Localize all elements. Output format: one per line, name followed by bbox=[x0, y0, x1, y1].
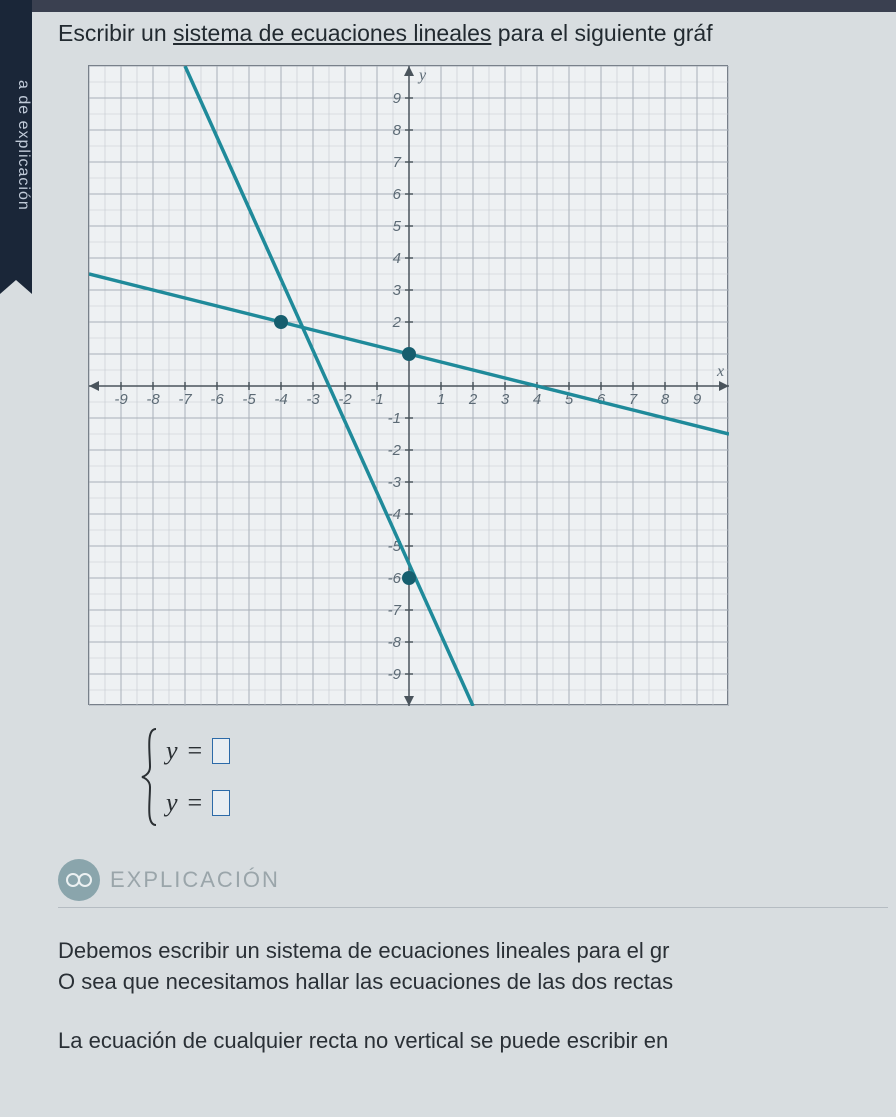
svg-text:4: 4 bbox=[533, 391, 541, 408]
svg-text:7: 7 bbox=[393, 154, 402, 171]
explanation-line-2: O sea que necesitamos hallar las ecuacio… bbox=[58, 969, 673, 994]
svg-text:-8: -8 bbox=[146, 391, 160, 408]
graph-svg: -9-8-7-6-5-4-3-2-1123456789-9-8-7-6-5-4-… bbox=[89, 66, 729, 706]
plotted-point bbox=[402, 347, 416, 361]
equation-row-1: y = bbox=[166, 736, 230, 766]
svg-text:9: 9 bbox=[693, 391, 702, 408]
coordinate-graph: -9-8-7-6-5-4-3-2-1123456789-9-8-7-6-5-4-… bbox=[88, 65, 728, 705]
instruction-text: Escribir un sistema de ecuaciones lineal… bbox=[58, 20, 896, 47]
svg-text:4: 4 bbox=[393, 250, 401, 267]
left-brace-icon bbox=[138, 727, 162, 827]
svg-text:-2: -2 bbox=[338, 391, 352, 408]
svg-text:3: 3 bbox=[393, 282, 402, 299]
svg-text:1: 1 bbox=[437, 391, 445, 408]
svg-text:-1: -1 bbox=[388, 410, 401, 427]
svg-text:-7: -7 bbox=[178, 391, 192, 408]
svg-text:-8: -8 bbox=[388, 634, 402, 651]
explanation-line-3: La ecuación de cualquier recta no vertic… bbox=[58, 1028, 668, 1053]
top-bar bbox=[0, 0, 896, 12]
svg-text:-5: -5 bbox=[242, 391, 256, 408]
svg-text:7: 7 bbox=[629, 391, 638, 408]
eq2-lhs: y bbox=[166, 788, 178, 818]
instruction-prefix: Escribir un bbox=[58, 20, 173, 46]
svg-text:x: x bbox=[716, 363, 724, 380]
explanation-header: EXPLICACIÓN bbox=[58, 859, 896, 901]
goggles-icon bbox=[58, 859, 100, 901]
svg-text:-3: -3 bbox=[388, 474, 402, 491]
instruction-suffix: para el siguiente gráf bbox=[491, 20, 712, 46]
plotted-point bbox=[402, 571, 416, 585]
svg-text:9: 9 bbox=[393, 90, 402, 107]
system-of-equations: y = y = bbox=[138, 727, 896, 827]
explanation-paragraph-1: Debemos escribir un sistema de ecuacione… bbox=[58, 936, 896, 998]
svg-text:8: 8 bbox=[393, 122, 402, 139]
equation-stack: y = y = bbox=[166, 736, 230, 818]
sidebar-tab-explanation[interactable]: a de explicación bbox=[0, 0, 32, 280]
equation-row-2: y = bbox=[166, 788, 230, 818]
svg-text:-4: -4 bbox=[274, 391, 287, 408]
explanation-heading: EXPLICACIÓN bbox=[110, 867, 280, 893]
svg-text:2: 2 bbox=[392, 314, 402, 331]
content-area: Escribir un sistema de ecuaciones lineal… bbox=[58, 20, 896, 1056]
eq2-answer-input[interactable] bbox=[212, 790, 230, 816]
divider-line bbox=[58, 907, 888, 908]
instruction-link[interactable]: sistema de ecuaciones lineales bbox=[173, 20, 491, 46]
svg-text:-6: -6 bbox=[210, 391, 224, 408]
eq1-answer-input[interactable] bbox=[212, 738, 230, 764]
explanation-paragraph-2: La ecuación de cualquier recta no vertic… bbox=[58, 1026, 896, 1057]
svg-text:-1: -1 bbox=[370, 391, 383, 408]
sidebar-label: a de explicación bbox=[15, 80, 32, 211]
svg-text:5: 5 bbox=[393, 218, 402, 235]
svg-text:6: 6 bbox=[393, 186, 402, 203]
svg-text:2: 2 bbox=[468, 391, 478, 408]
eq1-equals: = bbox=[188, 736, 203, 766]
svg-text:-6: -6 bbox=[388, 570, 402, 587]
sidebar-ribbon-tail bbox=[0, 280, 32, 294]
svg-text:3: 3 bbox=[501, 391, 510, 408]
svg-text:-9: -9 bbox=[114, 391, 128, 408]
svg-text:y: y bbox=[417, 67, 427, 84]
eq1-lhs: y bbox=[166, 736, 178, 766]
svg-text:8: 8 bbox=[661, 391, 670, 408]
eq2-equals: = bbox=[188, 788, 203, 818]
svg-text:-2: -2 bbox=[388, 442, 402, 459]
svg-text:-9: -9 bbox=[388, 666, 402, 683]
svg-text:-7: -7 bbox=[388, 602, 402, 619]
explanation-line-1: Debemos escribir un sistema de ecuacione… bbox=[58, 938, 669, 963]
svg-text:-3: -3 bbox=[306, 391, 320, 408]
plotted-point bbox=[274, 315, 288, 329]
